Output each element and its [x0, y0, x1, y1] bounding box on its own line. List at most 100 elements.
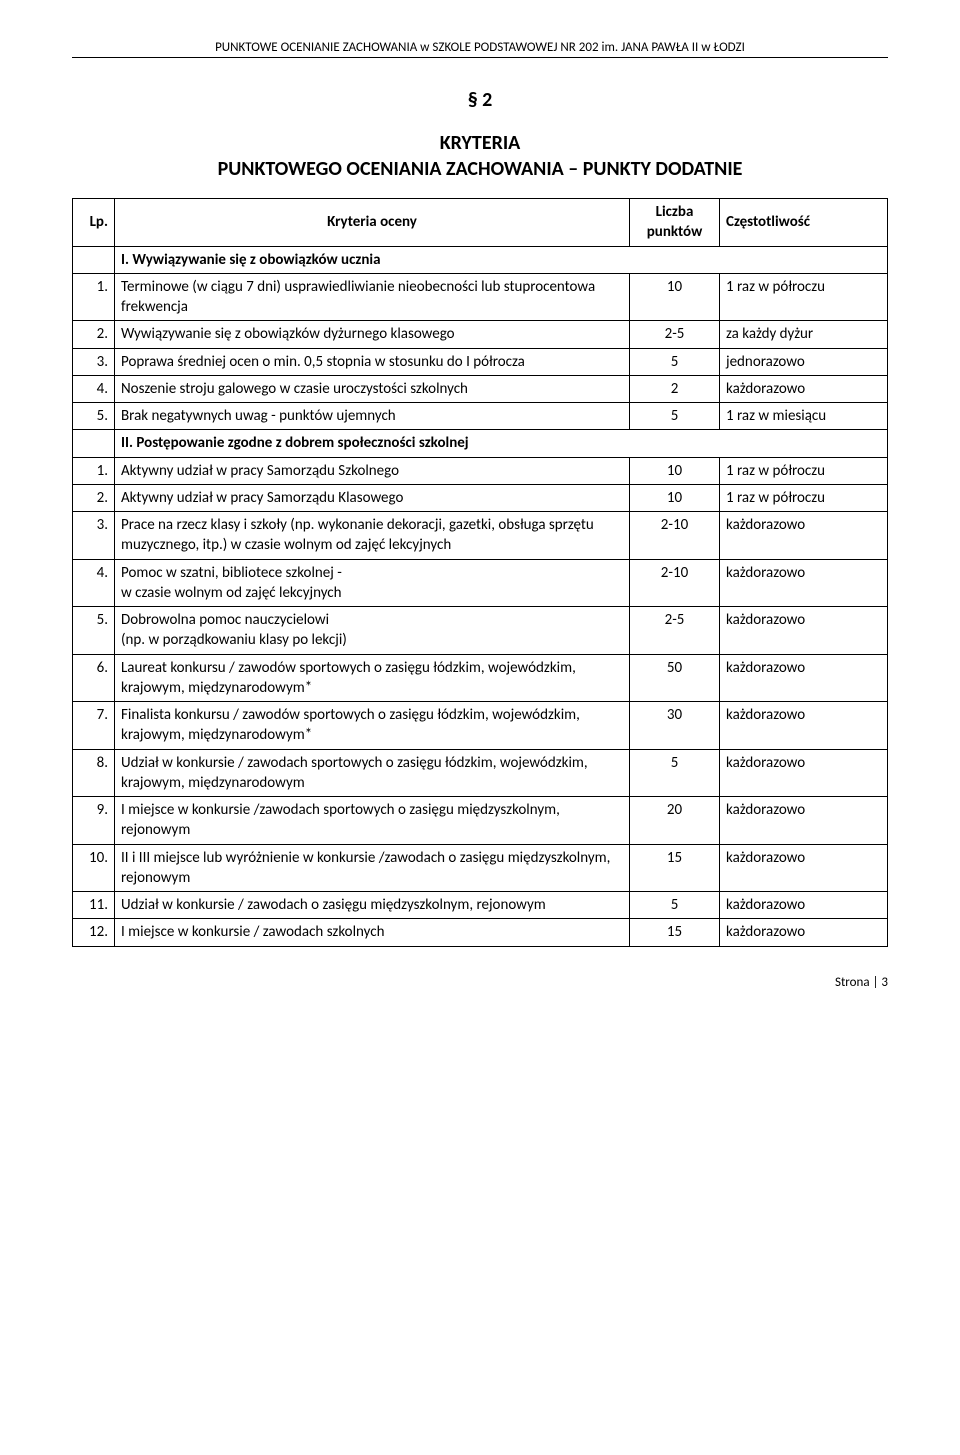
title-line-2: PUNKTOWEGO OCENIANIA ZACHOWANIA – PUNKTY… — [218, 157, 743, 181]
row-points: 5 — [630, 348, 720, 375]
table-row: 12. I miejsce w konkursie / zawodach szk… — [73, 919, 888, 946]
row-lp: 10. — [73, 844, 115, 892]
row-criteria: II i III miejsce lub wyróżnienie w konku… — [115, 844, 630, 892]
row-points: 5 — [630, 749, 720, 797]
row-frequency: każdorazowo — [720, 375, 888, 402]
table-header-row: Lp. Kryteria oceny Liczba punktów Często… — [73, 199, 888, 247]
row-lp: 3. — [73, 348, 115, 375]
row-lp: 12. — [73, 919, 115, 946]
row-frequency: 1 raz w półroczu — [720, 457, 888, 484]
row-points: 2-5 — [630, 321, 720, 348]
section-1-title: I. Wywiązywanie się z obowiązków ucznia — [115, 246, 888, 273]
row-lp: 4. — [73, 559, 115, 607]
row-lp: 6. — [73, 654, 115, 702]
row-points: 15 — [630, 844, 720, 892]
row-lp: 5. — [73, 403, 115, 430]
row-frequency: za każdy dyżur — [720, 321, 888, 348]
section-2-row: II. Postępowanie zgodne z dobrem społecz… — [73, 430, 888, 457]
row-criteria: Finalista konkursu / zawodów sportowych … — [115, 702, 630, 750]
table-row: 8. Udział w konkursie / zawodach sportow… — [73, 749, 888, 797]
row-criteria: Aktywny udział w pracy Samorządu Szkolne… — [115, 457, 630, 484]
row-criteria: Pomoc w szatni, bibliotece szkolnej - w … — [115, 559, 630, 607]
row-frequency: 1 raz w półroczu — [720, 273, 888, 321]
row-points: 10 — [630, 273, 720, 321]
row-frequency: każdorazowo — [720, 892, 888, 919]
row-criteria: I miejsce w konkursie / zawodach szkolny… — [115, 919, 630, 946]
row-lp: 3. — [73, 512, 115, 560]
row-lp: 2. — [73, 484, 115, 511]
row-points: 5 — [630, 403, 720, 430]
title-line-1: KRYTERIA — [440, 131, 521, 155]
row-lp: 11. — [73, 892, 115, 919]
table-row: 1. Aktywny udział w pracy Samorządu Szko… — [73, 457, 888, 484]
row-criteria: Noszenie stroju galowego w czasie uroczy… — [115, 375, 630, 402]
row-frequency: każdorazowo — [720, 844, 888, 892]
row-frequency: 1 raz w miesiącu — [720, 403, 888, 430]
row-frequency: każdorazowo — [720, 654, 888, 702]
row-points: 2-10 — [630, 512, 720, 560]
section-1-empty — [73, 246, 115, 273]
row-frequency: jednorazowo — [720, 348, 888, 375]
table-row: 3. Poprawa średniej ocen o min. 0,5 stop… — [73, 348, 888, 375]
row-criteria: Laureat konkursu / zawodów sportowych o … — [115, 654, 630, 702]
row-frequency: każdorazowo — [720, 559, 888, 607]
row-frequency: każdorazowo — [720, 919, 888, 946]
row-criteria: Udział w konkursie / zawodach sportowych… — [115, 749, 630, 797]
table-row: 6. Laureat konkursu / zawodów sportowych… — [73, 654, 888, 702]
section-1-row: I. Wywiązywanie się z obowiązków ucznia — [73, 246, 888, 273]
row-lp: 9. — [73, 797, 115, 845]
row-frequency: każdorazowo — [720, 749, 888, 797]
criteria-table: Lp. Kryteria oceny Liczba punktów Często… — [72, 198, 888, 947]
header-lp: Lp. — [73, 199, 115, 247]
table-row: 4. Pomoc w szatni, bibliotece szkolnej -… — [73, 559, 888, 607]
row-frequency: każdorazowo — [720, 702, 888, 750]
header-points-l1: Liczba — [656, 203, 694, 221]
header-frequency: Częstotliwość — [720, 199, 888, 247]
row-criteria: Terminowe (w ciągu 7 dni) usprawiedliwia… — [115, 273, 630, 321]
row-lp: 1. — [73, 457, 115, 484]
table-row: 7. Finalista konkursu / zawodów sportowy… — [73, 702, 888, 750]
row-points: 30 — [630, 702, 720, 750]
table-row: 2. Wywiązywanie się z obowiązków dyżurne… — [73, 321, 888, 348]
table-row: 3. Prace na rzecz klasy i szkoły (np. wy… — [73, 512, 888, 560]
row-points: 5 — [630, 892, 720, 919]
row-points: 2 — [630, 375, 720, 402]
header-points-l2: punktów — [647, 223, 703, 241]
table-row: 1. Terminowe (w ciągu 7 dni) usprawiedli… — [73, 273, 888, 321]
row-criteria: Aktywny udział w pracy Samorządu Klasowe… — [115, 484, 630, 511]
row-criteria: Brak negatywnych uwag - punktów ujemnych — [115, 403, 630, 430]
row-points: 50 — [630, 654, 720, 702]
row-frequency: każdorazowo — [720, 512, 888, 560]
page-footer: Strona | 3 — [72, 975, 888, 990]
page-title: KRYTERIA PUNKTOWEGO OCENIANIA ZACHOWANIA… — [72, 130, 888, 182]
row-criteria: Prace na rzecz klasy i szkoły (np. wykon… — [115, 512, 630, 560]
row-points: 2-5 — [630, 607, 720, 655]
table-row: 5. Dobrowolna pomoc nauczycielowi (np. w… — [73, 607, 888, 655]
table-row: 9. I miejsce w konkursie /zawodach sport… — [73, 797, 888, 845]
row-frequency: każdorazowo — [720, 797, 888, 845]
section-number: § 2 — [72, 88, 888, 112]
row-criteria: Dobrowolna pomoc nauczycielowi (np. w po… — [115, 607, 630, 655]
row-lp: 8. — [73, 749, 115, 797]
table-row: 5. Brak negatywnych uwag - punktów ujemn… — [73, 403, 888, 430]
row-points: 15 — [630, 919, 720, 946]
row-points: 10 — [630, 457, 720, 484]
row-points: 20 — [630, 797, 720, 845]
section-2-empty — [73, 430, 115, 457]
row-lp: 2. — [73, 321, 115, 348]
row-criteria: Poprawa średniej ocen o min. 0,5 stopnia… — [115, 348, 630, 375]
row-frequency: każdorazowo — [720, 607, 888, 655]
table-row: 2. Aktywny udział w pracy Samorządu Klas… — [73, 484, 888, 511]
table-row: 11. Udział w konkursie / zawodach o zasi… — [73, 892, 888, 919]
row-points: 10 — [630, 484, 720, 511]
row-criteria: Udział w konkursie / zawodach o zasięgu … — [115, 892, 630, 919]
row-points: 2-10 — [630, 559, 720, 607]
row-criteria: I miejsce w konkursie /zawodach sportowy… — [115, 797, 630, 845]
row-lp: 5. — [73, 607, 115, 655]
header-criteria: Kryteria oceny — [115, 199, 630, 247]
table-row: 10. II i III miejsce lub wyróżnienie w k… — [73, 844, 888, 892]
row-lp: 7. — [73, 702, 115, 750]
row-criteria: Wywiązywanie się z obowiązków dyżurnego … — [115, 321, 630, 348]
row-lp: 1. — [73, 273, 115, 321]
section-2-title: II. Postępowanie zgodne z dobrem społecz… — [115, 430, 888, 457]
